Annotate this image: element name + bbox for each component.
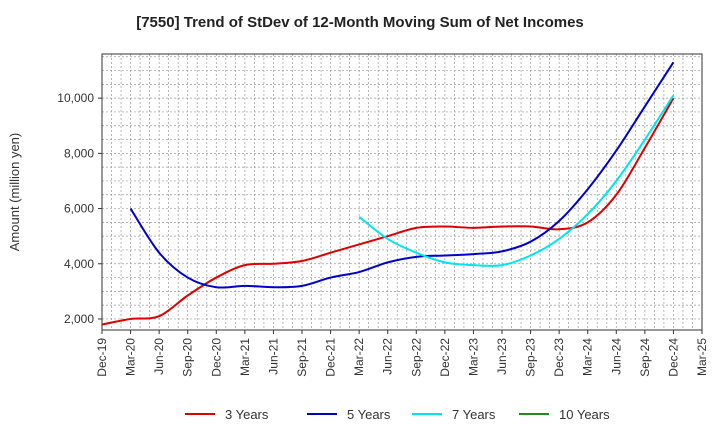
x-tick-label: Jun-21	[266, 338, 280, 375]
x-tick-label: Dec-23	[552, 338, 566, 377]
x-tick-label: Dec-22	[438, 338, 452, 377]
legend-label-10-years: 10 Years	[559, 407, 610, 422]
y-tick-label: 2,000	[64, 312, 94, 326]
x-tick-label: Sep-20	[181, 338, 195, 377]
x-axis-ticks: Dec-19 Mar-20 Jun-20 Sep-20 Dec-20 Mar-21 Jun-…	[95, 330, 709, 377]
x-tick-label: Sep-24	[638, 338, 652, 377]
x-tick-label: Mar-23	[466, 338, 480, 376]
x-tick-label: Dec-20	[209, 338, 223, 377]
legend: 3 Years 5 Years 7 Years 10 Years	[185, 407, 610, 422]
legend-label-3-years: 3 Years	[225, 407, 269, 422]
x-tick-label: Jun-22	[381, 338, 395, 375]
y-tick-label: 8,000	[64, 146, 94, 160]
x-tick-label: Sep-22	[409, 338, 423, 377]
legend-label-7-years: 7 Years	[452, 407, 496, 422]
series-line-5-years	[129, 61, 675, 289]
x-tick-label: Mar-21	[238, 338, 252, 376]
x-tick-label: Sep-21	[295, 338, 309, 377]
x-tick-label: Jun-23	[495, 338, 509, 375]
chart-title: [7550] Trend of StDev of 12-Month Moving…	[136, 14, 584, 31]
x-tick-label: Mar-20	[124, 338, 138, 376]
x-tick-label: Dec-24	[666, 338, 680, 377]
x-tick-label: Sep-23	[524, 338, 538, 377]
legend-label-5-years: 5 Years	[347, 407, 391, 422]
y-axis-label: Amount (million yen)	[7, 133, 22, 252]
x-tick-label: Mar-24	[581, 338, 595, 376]
series-line-3-years	[101, 97, 675, 326]
y-axis-ticks: 2,000 4,000 6,000 8,000 10,000	[57, 91, 102, 326]
series-lines	[101, 61, 675, 326]
x-tick-label: Jun-24	[609, 338, 623, 375]
x-tick-label: Dec-19	[95, 338, 109, 377]
y-tick-label: 4,000	[64, 257, 94, 271]
grid-lines	[102, 54, 702, 330]
series-line-7-years	[358, 94, 675, 267]
x-tick-label: Mar-22	[352, 338, 366, 376]
plot-area	[101, 53, 703, 331]
x-tick-label: Dec-21	[324, 338, 338, 377]
y-tick-label: 6,000	[64, 202, 94, 216]
y-tick-label: 10,000	[57, 91, 94, 105]
x-tick-label: Jun-20	[152, 338, 166, 375]
x-tick-label: Mar-25	[695, 338, 709, 376]
